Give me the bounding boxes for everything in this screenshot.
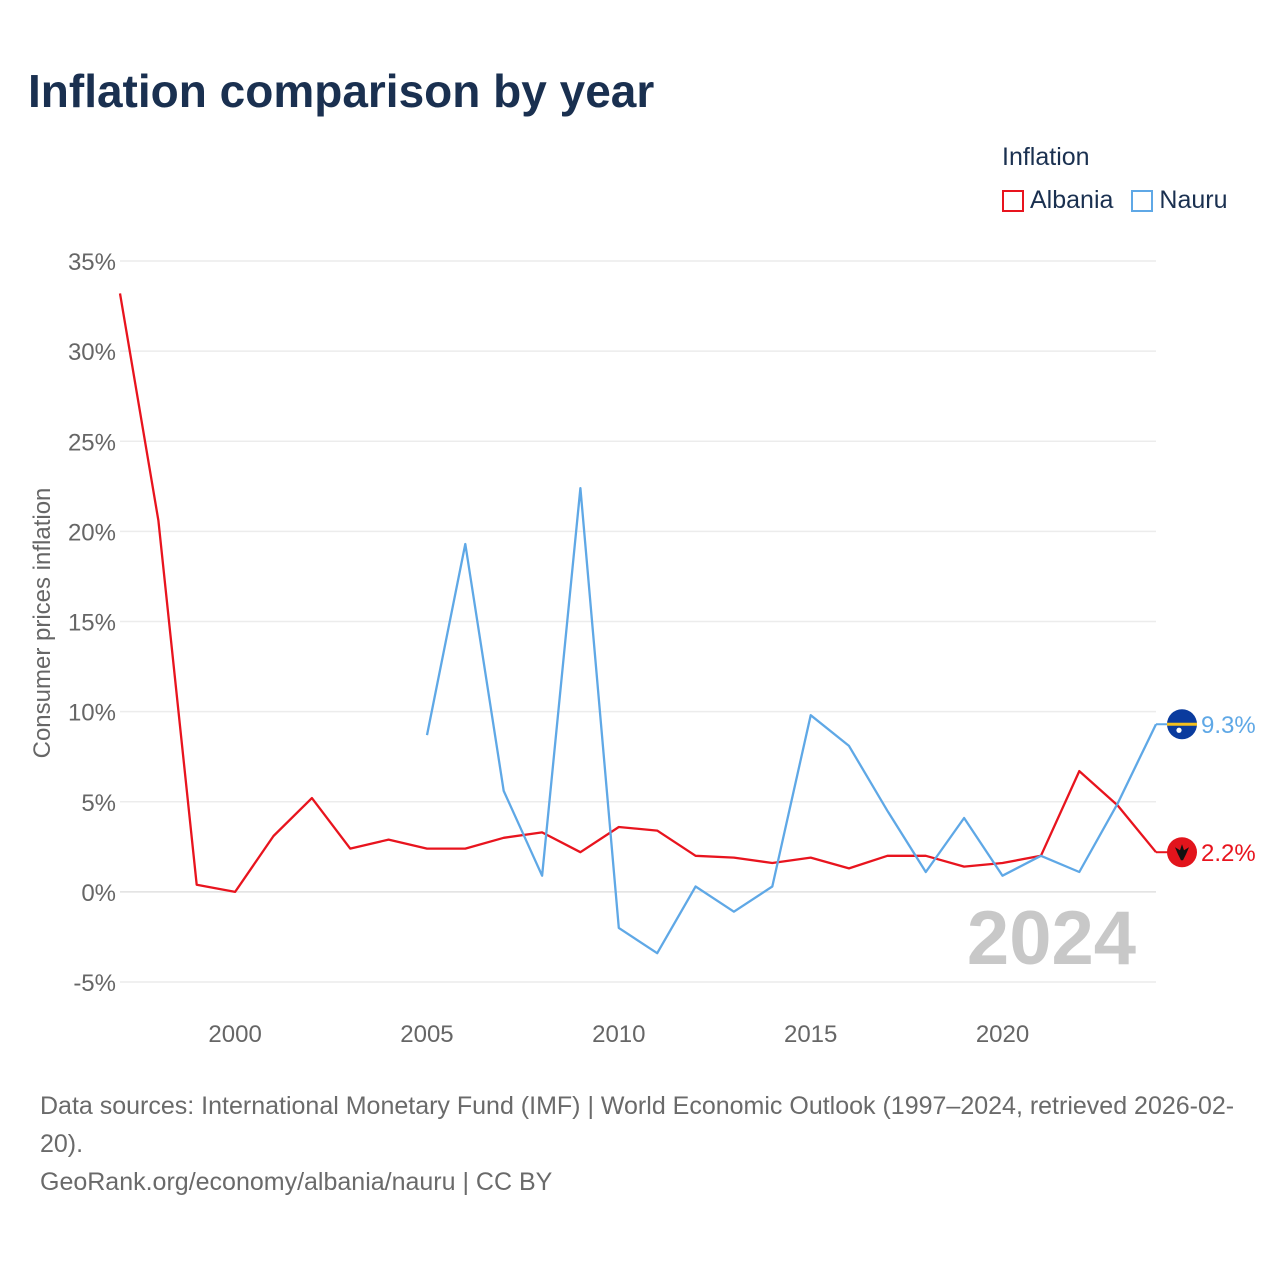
data-point-nauru (1076, 869, 1082, 875)
flag-nauru-star (1176, 727, 1182, 733)
data-point-nauru (539, 873, 545, 879)
data-point-albania (693, 853, 699, 859)
y-tick-label: 25% (68, 429, 116, 456)
x-tick-label: 2020 (976, 1021, 1029, 1048)
data-point-albania (501, 835, 507, 841)
data-point-nauru (462, 541, 468, 547)
data-point-nauru (501, 788, 507, 794)
legend-item-albania[interactable]: Albania (1002, 186, 1113, 215)
legend-item-nauru[interactable]: Nauru (1131, 186, 1228, 215)
legend-title: Inflation (1002, 143, 1090, 171)
chart-title: Inflation comparison by year (28, 65, 655, 117)
data-point-nauru (616, 925, 622, 931)
y-tick-label: 10% (68, 700, 116, 727)
data-point-albania (961, 864, 967, 870)
data-point-albania (616, 824, 622, 830)
data-point-albania (577, 849, 583, 855)
data-point-albania (386, 837, 392, 843)
x-axis-ticks: 2000 2005 2010 2015 2020 (208, 1021, 1029, 1048)
credit-link[interactable]: GeoRank.org/economy/albania/nauru | CC B… (40, 1168, 553, 1196)
data-point-nauru (884, 808, 890, 814)
series-line-nauru (425, 486, 1158, 955)
data-point-nauru (731, 909, 737, 915)
legend-swatch-nauru (1131, 189, 1154, 212)
y-tick-label: 5% (81, 790, 116, 817)
x-tick-label: 2005 (400, 1021, 453, 1048)
end-value-label-nauru: 9.3% (1201, 712, 1256, 739)
data-point-nauru (654, 950, 660, 956)
data-point-albania (270, 833, 276, 839)
x-tick-label: 2010 (592, 1021, 645, 1048)
y-axis-ticks: -5% 0% 5% 10% 15% 20% 25% 30% 35% (68, 249, 116, 997)
data-sources: Data sources: International Monetary Fun… (40, 1092, 1235, 1158)
data-point-nauru (808, 712, 814, 718)
x-tick-label: 2000 (208, 1021, 261, 1048)
end-value-label-albania: 2.2% (1201, 840, 1256, 867)
data-point-albania (194, 882, 200, 888)
series-lines (117, 290, 1158, 956)
legend-swatch-albania (1002, 189, 1024, 212)
y-tick-label: 15% (68, 610, 116, 637)
line-chart: -5%0%5%10%15%20%25%30%35% 2000 2005 2010 20… (29, 249, 1256, 1048)
y-tick-label: 20% (68, 519, 116, 546)
data-point-albania (347, 846, 353, 852)
y-axis-label: Consumer prices inflation (29, 488, 56, 759)
year-watermark: 2024 (967, 896, 1136, 981)
grid-lines (120, 260, 1156, 983)
data-point-nauru (1038, 853, 1044, 859)
data-point-albania (884, 853, 890, 859)
data-point-albania (1076, 768, 1082, 774)
data-point-albania (309, 795, 315, 801)
data-point-albania (539, 829, 545, 835)
data-point-nauru (769, 883, 775, 889)
data-point-nauru (577, 485, 583, 491)
y-tick-label: 30% (68, 339, 116, 366)
data-point-albania (654, 828, 660, 834)
data-point-nauru (961, 815, 967, 821)
data-point-albania (1000, 860, 1006, 866)
data-point-albania (808, 855, 814, 861)
data-point-nauru (923, 869, 929, 875)
data-point-albania (923, 853, 929, 859)
flag-nauru-stripe (1167, 722, 1197, 726)
data-point-albania (155, 518, 161, 524)
legend-label-albania: Albania (1030, 186, 1114, 214)
y-tick-label: 35% (68, 249, 116, 276)
data-point-nauru (846, 743, 852, 749)
series-line-albania (118, 293, 1157, 894)
y-tick-label: -5% (73, 970, 116, 997)
data-point-nauru (1115, 801, 1121, 807)
data-point-albania (769, 860, 775, 866)
data-point-albania (731, 855, 737, 861)
data-point-albania (117, 290, 123, 296)
data-point-nauru (424, 732, 430, 738)
data-point-albania (424, 846, 430, 852)
legend: Albania Nauru (1002, 186, 1246, 215)
series-end-markers: 2.2% 9.3% (1156, 709, 1256, 868)
data-point-albania (232, 889, 238, 895)
flag-albania-icon (1167, 837, 1197, 868)
flag-nauru-icon (1167, 709, 1197, 740)
data-point-albania (462, 846, 468, 852)
x-tick-label: 2015 (784, 1021, 837, 1048)
flag-albania-eagle (1175, 844, 1189, 861)
data-point-nauru (693, 883, 699, 889)
data-point-albania (846, 865, 852, 871)
y-tick-label: 0% (81, 880, 116, 907)
footer: Data sources: International Monetary Fun… (40, 1087, 1250, 1201)
data-point-nauru (1000, 873, 1006, 879)
legend-label-nauru: Nauru (1159, 186, 1228, 214)
